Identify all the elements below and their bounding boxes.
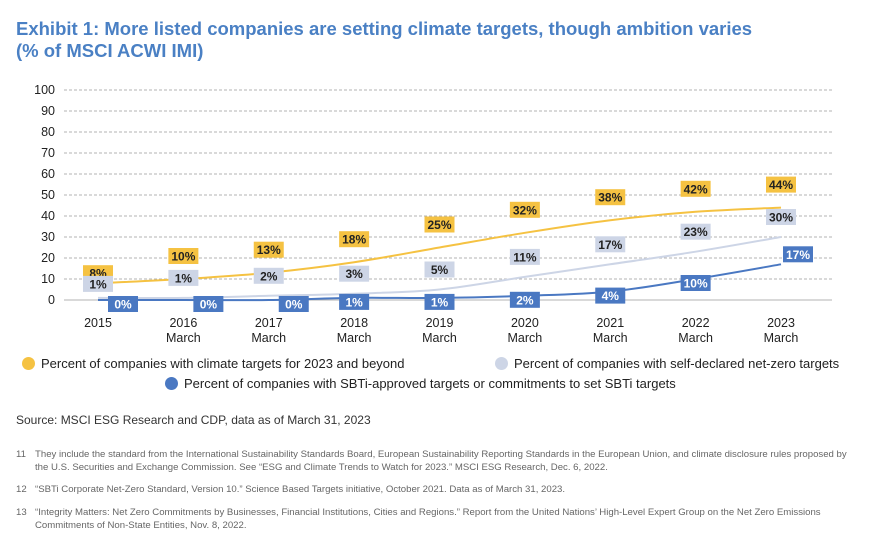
x-tick-label: 2021 March: [593, 316, 628, 345]
y-tick-label: 70: [41, 146, 55, 160]
data-label-net-zero-box: [339, 265, 370, 282]
chart-title: Exhibit 1: More listed companies are set…: [16, 18, 866, 62]
data-label-sbti: 0%: [200, 298, 218, 312]
data-label-climate-targets: 42%: [684, 182, 708, 196]
chart-title-line1: Exhibit 1: More listed companies are set…: [16, 18, 753, 39]
data-label-sbti-box: [783, 246, 813, 263]
data-label-net-zero: 1%: [175, 271, 193, 285]
data-label-sbti-box: [595, 287, 626, 304]
data-label-climate-targets-box: [509, 201, 540, 218]
footnote-number: 12: [16, 484, 27, 495]
data-label-net-zero-box: [595, 236, 626, 253]
data-label-sbti: 0%: [285, 298, 303, 312]
footnote-text: “Integrity Matters: Net Zero Commitments…: [35, 507, 821, 531]
data-label-net-zero: 23%: [684, 225, 708, 239]
data-label-sbti: 4%: [602, 289, 620, 303]
data-label-sbti: 1%: [345, 295, 363, 309]
data-label-sbti: 10%: [684, 277, 708, 291]
data-label-sbti: 2%: [516, 293, 534, 307]
legend-label-sbti: Percent of companies with SBTi-approved …: [184, 376, 676, 391]
data-label-sbti-box: [509, 291, 540, 308]
data-label-climate-targets-box: [766, 176, 796, 193]
data-label-net-zero: 11%: [513, 250, 537, 264]
x-tick-label: 2023 March: [764, 316, 799, 345]
legend-marker-climate-targets: [22, 357, 35, 370]
data-label-net-zero: 17%: [598, 238, 622, 252]
x-tick-label: 2020 March: [508, 316, 543, 345]
chart-title-line2: (% of MSCI ACWI IMI): [16, 40, 204, 61]
footnote-11: 11 They include the standard from the In…: [16, 449, 861, 474]
data-label-climate-targets: 13%: [257, 243, 281, 257]
data-label-net-zero-box: [253, 267, 284, 284]
data-label-climate-targets: 32%: [513, 203, 537, 217]
data-label-sbti: 1%: [431, 295, 449, 309]
data-label-net-zero-box: [83, 275, 113, 292]
data-label-climate-targets: 38%: [598, 191, 622, 205]
x-tick-label: 2022 March: [678, 316, 713, 345]
data-label-climate-targets-box: [595, 189, 626, 206]
data-label-climate-targets-box: [424, 216, 455, 233]
footnote-text: They include the standard from the Inter…: [35, 449, 847, 473]
data-label-sbti-box: [339, 293, 370, 310]
legend-label-net-zero: Percent of companies with self-declared …: [514, 356, 840, 371]
x-tick-label: 2017 March: [251, 316, 286, 345]
footnote-number: 11: [16, 449, 26, 460]
data-label-net-zero: 2%: [260, 269, 278, 283]
data-label-sbti-box: [193, 296, 224, 312]
footnote-13: 13 “Integrity Matters: Net Zero Commitme…: [16, 507, 861, 532]
series-line-climate-targets: [97, 206, 782, 285]
data-label-sbti-box: [680, 275, 711, 291]
y-tick-label: 50: [41, 188, 55, 202]
legend-marker-net-zero: [495, 357, 508, 370]
x-tick-label: 2015: [84, 316, 112, 330]
data-label-climate-targets: 10%: [171, 250, 195, 264]
x-tick-label: 2016 March: [166, 316, 201, 345]
y-tick-label: 30: [41, 230, 55, 244]
footnote-number: 13: [16, 507, 27, 518]
x-tick-label: 2019 March: [422, 316, 457, 345]
footnote-text: “SBTi Corporate Net-Zero Standard, Versi…: [35, 484, 566, 495]
y-tick-label: 40: [41, 209, 55, 223]
legend-marker-sbti: [165, 377, 178, 390]
footnote-12: 12 “SBTi Corporate Net-Zero Standard, Ve…: [16, 484, 861, 497]
y-tick-label: 100: [34, 83, 55, 97]
data-label-climate-targets-box: [168, 248, 199, 264]
legend-item-net-zero: Percent of companies with self-declared …: [495, 356, 839, 371]
data-label-net-zero-box: [680, 223, 711, 240]
data-label-climate-targets: 25%: [427, 218, 451, 232]
data-label-net-zero: 5%: [431, 263, 449, 277]
y-tick-label: 20: [41, 251, 55, 265]
legend-label-climate-targets: Percent of companies with climate target…: [41, 356, 405, 371]
y-tick-label: 90: [41, 104, 55, 118]
legend-item-sbti: Percent of companies with SBTi-approved …: [165, 376, 676, 391]
data-label-climate-targets: 44%: [769, 178, 793, 192]
data-label-sbti-box: [278, 296, 309, 312]
data-label-sbti: 0%: [114, 298, 132, 312]
data-label-climate-targets: 18%: [342, 233, 366, 247]
data-label-sbti-box: [108, 296, 138, 312]
x-tick-label: 2018 March: [337, 316, 372, 345]
data-label-net-zero-box: [168, 269, 199, 286]
data-label-sbti-box: [424, 293, 455, 310]
data-label-climate-targets-box: [339, 231, 370, 248]
legend-item-climate-targets: Percent of companies with climate target…: [22, 356, 405, 371]
data-label-net-zero: 3%: [345, 267, 363, 281]
data-label-climate-targets-box: [680, 180, 711, 197]
data-label-net-zero: 1%: [89, 277, 107, 291]
y-tick-label: 0: [48, 293, 55, 307]
y-tick-label: 80: [41, 125, 55, 139]
data-label-sbti: 17%: [786, 248, 810, 262]
source-note: Source: MSCI ESG Research and CDP, data …: [16, 413, 371, 427]
line-chart: 0 10 20 30 40 50 60 70 80 90 100 2015 2016 March 2017 M…: [34, 83, 832, 345]
data-label-climate-targets-box: [253, 241, 284, 258]
data-label-net-zero-box: [509, 248, 540, 265]
y-tick-label: 10: [41, 272, 55, 286]
data-label-net-zero: 30%: [769, 211, 793, 225]
data-label-net-zero-box: [766, 209, 796, 225]
y-tick-label: 60: [41, 167, 55, 181]
data-label-net-zero-box: [424, 261, 455, 278]
